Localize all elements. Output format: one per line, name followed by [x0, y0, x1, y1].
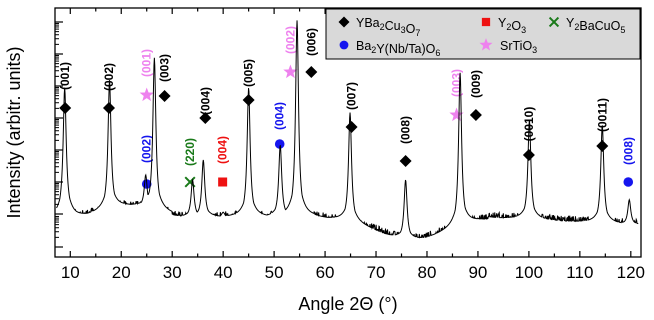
legend-label: SrTiO3 — [500, 39, 537, 55]
peak-label: (0011) — [595, 98, 609, 132]
x-tick-label: 120 — [617, 263, 645, 282]
peak-label: (001) — [58, 62, 72, 90]
marker-diamond — [469, 109, 482, 121]
legend-marker-diamond — [338, 16, 350, 28]
peak-label: (004) — [216, 136, 230, 164]
peak-label: (008) — [399, 116, 413, 144]
xrd-pattern-line — [56, 20, 639, 239]
x-axis-ticks: 10 20 30 40 50 60 70 80 90 100 110 120 — [61, 8, 645, 282]
x-tick-label: 90 — [468, 263, 487, 282]
marker-square — [218, 177, 228, 187]
x-axis-title: Angle 2Θ (°) — [298, 294, 397, 314]
peak-label: (002) — [102, 63, 116, 91]
peak-label: (005) — [242, 59, 256, 87]
legend-label: Y2O3 — [498, 16, 526, 35]
peak-label: (003) — [450, 69, 464, 97]
peak-label: (220) — [183, 138, 197, 166]
x-tick-label: 80 — [418, 263, 437, 282]
x-marker-stroke — [184, 176, 196, 188]
peak-label: (008) — [621, 137, 635, 165]
peak-label: (004) — [198, 87, 212, 115]
peak-label: (002) — [283, 26, 297, 54]
legend-marker-square — [481, 17, 491, 27]
marker-diamond — [345, 121, 358, 133]
y-axis-ticks — [55, 21, 63, 248]
x-tick-label: 110 — [566, 263, 593, 282]
legend-label: YBa2Cu3O7 — [356, 16, 420, 38]
marker-diamond — [199, 112, 212, 124]
x-tick-label: 10 — [61, 263, 80, 282]
x-tick-label: 50 — [265, 263, 284, 282]
peak-label: (009) — [469, 70, 483, 98]
marker-diamond — [522, 149, 535, 161]
peak-label: (001) — [140, 49, 154, 77]
legend-box — [325, 8, 641, 60]
legend-label: Ba2Y(Nb/Ta)O6 — [356, 39, 440, 58]
peak-label: (002) — [140, 135, 154, 163]
x-marker-stroke — [548, 16, 560, 28]
x-tick-label: 20 — [112, 263, 131, 282]
x-tick-label: 60 — [316, 263, 335, 282]
marker-circle — [623, 177, 634, 187]
x-tick-label: 100 — [515, 263, 543, 282]
marker-diamond — [596, 140, 609, 152]
x-tick-label: 70 — [367, 263, 386, 282]
legend-label: Y2BaCuO5 — [566, 16, 625, 35]
legend-marker-circle — [339, 40, 349, 50]
peak-label: (007) — [345, 82, 359, 110]
legend: YBa2Cu3O7 Y2O3 Y2BaCuO5 Ba2Y(Nb/Ta)O6 SrTiO3 — [325, 8, 641, 60]
marker-star — [139, 87, 154, 102]
marker-star — [449, 107, 464, 122]
peak-label: (003) — [158, 54, 172, 82]
marker-star — [283, 64, 298, 79]
x-tick-label: 30 — [163, 263, 182, 282]
x-tick-label: 40 — [214, 263, 233, 282]
marker-diamond — [305, 66, 318, 78]
marker-diamond — [242, 94, 255, 106]
legend-marker-star — [479, 38, 493, 51]
y-axis-title: Intensity (arbitr. units) — [4, 46, 24, 218]
peak-label: (006) — [304, 28, 318, 56]
marker-diamond — [399, 155, 412, 167]
marker-circle — [274, 139, 285, 149]
peak-label: (004) — [273, 102, 287, 130]
legend-marker-x — [548, 16, 560, 28]
plot-frame — [54, 7, 642, 258]
marker-diamond — [158, 90, 171, 102]
peak-markers: (001) (002) (003) (004) (005) (006) (007) (008)… — [58, 26, 635, 189]
